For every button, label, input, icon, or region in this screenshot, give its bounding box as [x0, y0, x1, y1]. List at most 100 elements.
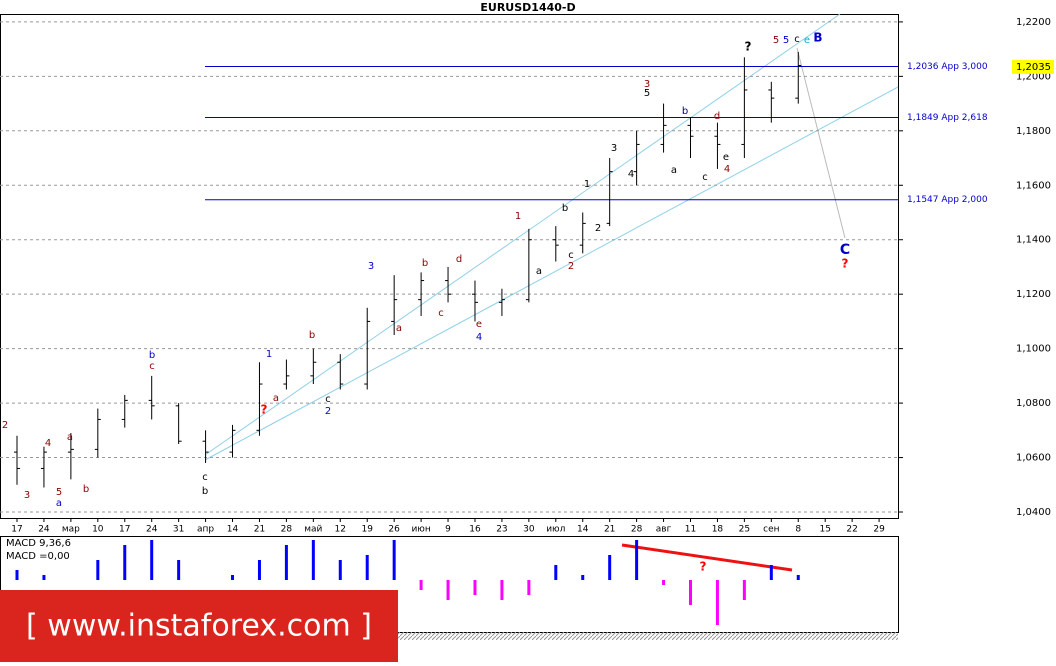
wave-label: e	[476, 319, 482, 330]
wave-label: 5	[783, 35, 789, 46]
macd-label: MACD 9,36,6	[6, 538, 71, 549]
x-tick-label: 31	[173, 525, 184, 535]
x-tick-label: 22	[846, 525, 857, 535]
x-tick-label: апр	[197, 525, 214, 535]
x-tick-label: 24	[38, 525, 50, 535]
wave-label: b	[562, 203, 568, 214]
watermark: [ www.instaforex.com ]	[26, 609, 372, 644]
last-price-box	[1012, 59, 1054, 74]
wave-label: c	[202, 472, 208, 483]
x-tick-label: 29	[873, 525, 885, 535]
wave-label: 5	[773, 35, 779, 46]
x-tick-label: 21	[604, 525, 615, 535]
fib-level-label: 1,1849 App 2,618	[907, 113, 988, 123]
wave-label: 5	[644, 88, 650, 99]
x-tick-label: 19	[361, 525, 373, 535]
wave-label: d	[456, 254, 462, 265]
y-tick-label: 1,0800	[1016, 398, 1051, 409]
hatch	[0, 632, 898, 640]
x-tick-label: 28	[281, 525, 293, 535]
wave-label: c	[325, 394, 331, 405]
x-tick-label: 25	[739, 525, 750, 535]
wave-label: e	[723, 152, 729, 163]
x-tick-label: авг	[656, 525, 672, 535]
wave-label: 3	[368, 261, 374, 272]
wave-label: 3	[644, 79, 650, 90]
wave-label: c	[149, 361, 155, 372]
wave-label: 4	[724, 164, 730, 175]
wave-label: ?	[261, 403, 268, 417]
wave-label: B	[813, 31, 822, 45]
y-tick-label: 1,2000	[1016, 71, 1051, 82]
chart-title: EURUSD1440-D	[480, 1, 575, 14]
x-tick-label: 28	[631, 525, 643, 535]
y-tick-label: 1,1000	[1016, 344, 1051, 355]
x-tick-label: май	[304, 525, 322, 535]
x-tick-label: мар	[62, 525, 80, 535]
wave-label: 2	[595, 223, 601, 234]
macd-value: MACD =0,00	[6, 551, 70, 562]
watermark-box	[0, 590, 398, 662]
x-tick-label: 17	[119, 525, 130, 535]
x-tick-label: 14	[577, 525, 589, 535]
x-tick-label: июл	[546, 525, 565, 535]
wave-label: 2	[2, 420, 8, 431]
wave-label: 3	[611, 143, 617, 154]
y-tick-label: 1,1800	[1016, 126, 1051, 137]
y-tick-label: 1,0600	[1016, 453, 1051, 464]
x-tick-label: 30	[523, 525, 535, 535]
x-tick-label: 9	[445, 525, 451, 535]
wave-label: 2	[568, 261, 574, 272]
y-tick-label: 1,0400	[1016, 507, 1051, 518]
x-tick-label: 12	[335, 525, 346, 535]
wave-label: 1	[515, 211, 521, 222]
x-tick-label: 14	[227, 525, 239, 535]
wave-label: 4	[476, 332, 482, 343]
wave-label: b	[202, 486, 208, 497]
last-price-label: 1,2035	[1016, 62, 1051, 73]
x-tick-label: 11	[685, 525, 696, 535]
wave-label: ?	[842, 257, 849, 271]
y-tick-label: 1,2200	[1016, 17, 1051, 28]
wave-label: a	[671, 165, 677, 176]
wave-label: b	[309, 330, 315, 341]
channel-lower	[204, 86, 899, 461]
x-tick-label: 26	[388, 525, 400, 535]
wave-label: c	[794, 34, 800, 45]
plot-frame	[0, 14, 899, 519]
wave-label: b	[682, 106, 688, 117]
wave-label: c	[702, 172, 708, 183]
wave-label: a	[67, 432, 73, 443]
wave-label: 3	[24, 490, 30, 501]
wave-label: 4	[45, 438, 51, 449]
x-tick-label: 17	[11, 525, 22, 535]
x-tick-label: июн	[411, 525, 430, 535]
macd-trend-line	[621, 543, 793, 572]
channel-upper	[204, 13, 841, 456]
wave-label: b	[83, 484, 89, 495]
x-tick-label: 18	[712, 525, 724, 535]
wave-label: b	[149, 350, 155, 361]
wave-label: c	[568, 250, 574, 261]
x-tick-label: 23	[496, 525, 507, 535]
y-tick-label: 1,1200	[1016, 289, 1051, 300]
wave-label: 2	[325, 406, 331, 417]
x-tick-label: 8	[795, 525, 801, 535]
wave-label: a	[56, 498, 62, 509]
wave-label: b	[422, 258, 428, 269]
x-tick-label: 10	[92, 525, 104, 535]
wave-label: e	[804, 35, 810, 46]
x-tick-label: 24	[146, 525, 158, 535]
x-tick-label: 15	[819, 525, 830, 535]
wave-label: 5	[56, 487, 62, 498]
x-tick-label: 21	[254, 525, 265, 535]
fib-level-label: 1,2036 App 3,000	[907, 62, 988, 72]
wave-label: a	[536, 266, 542, 277]
projection-line	[796, 47, 846, 239]
wave-label: 4	[628, 169, 634, 180]
wave-label: 1	[584, 179, 590, 190]
fib-level-label: 1,1547 App 2,000	[907, 195, 988, 205]
wave-label: 1	[266, 349, 272, 360]
